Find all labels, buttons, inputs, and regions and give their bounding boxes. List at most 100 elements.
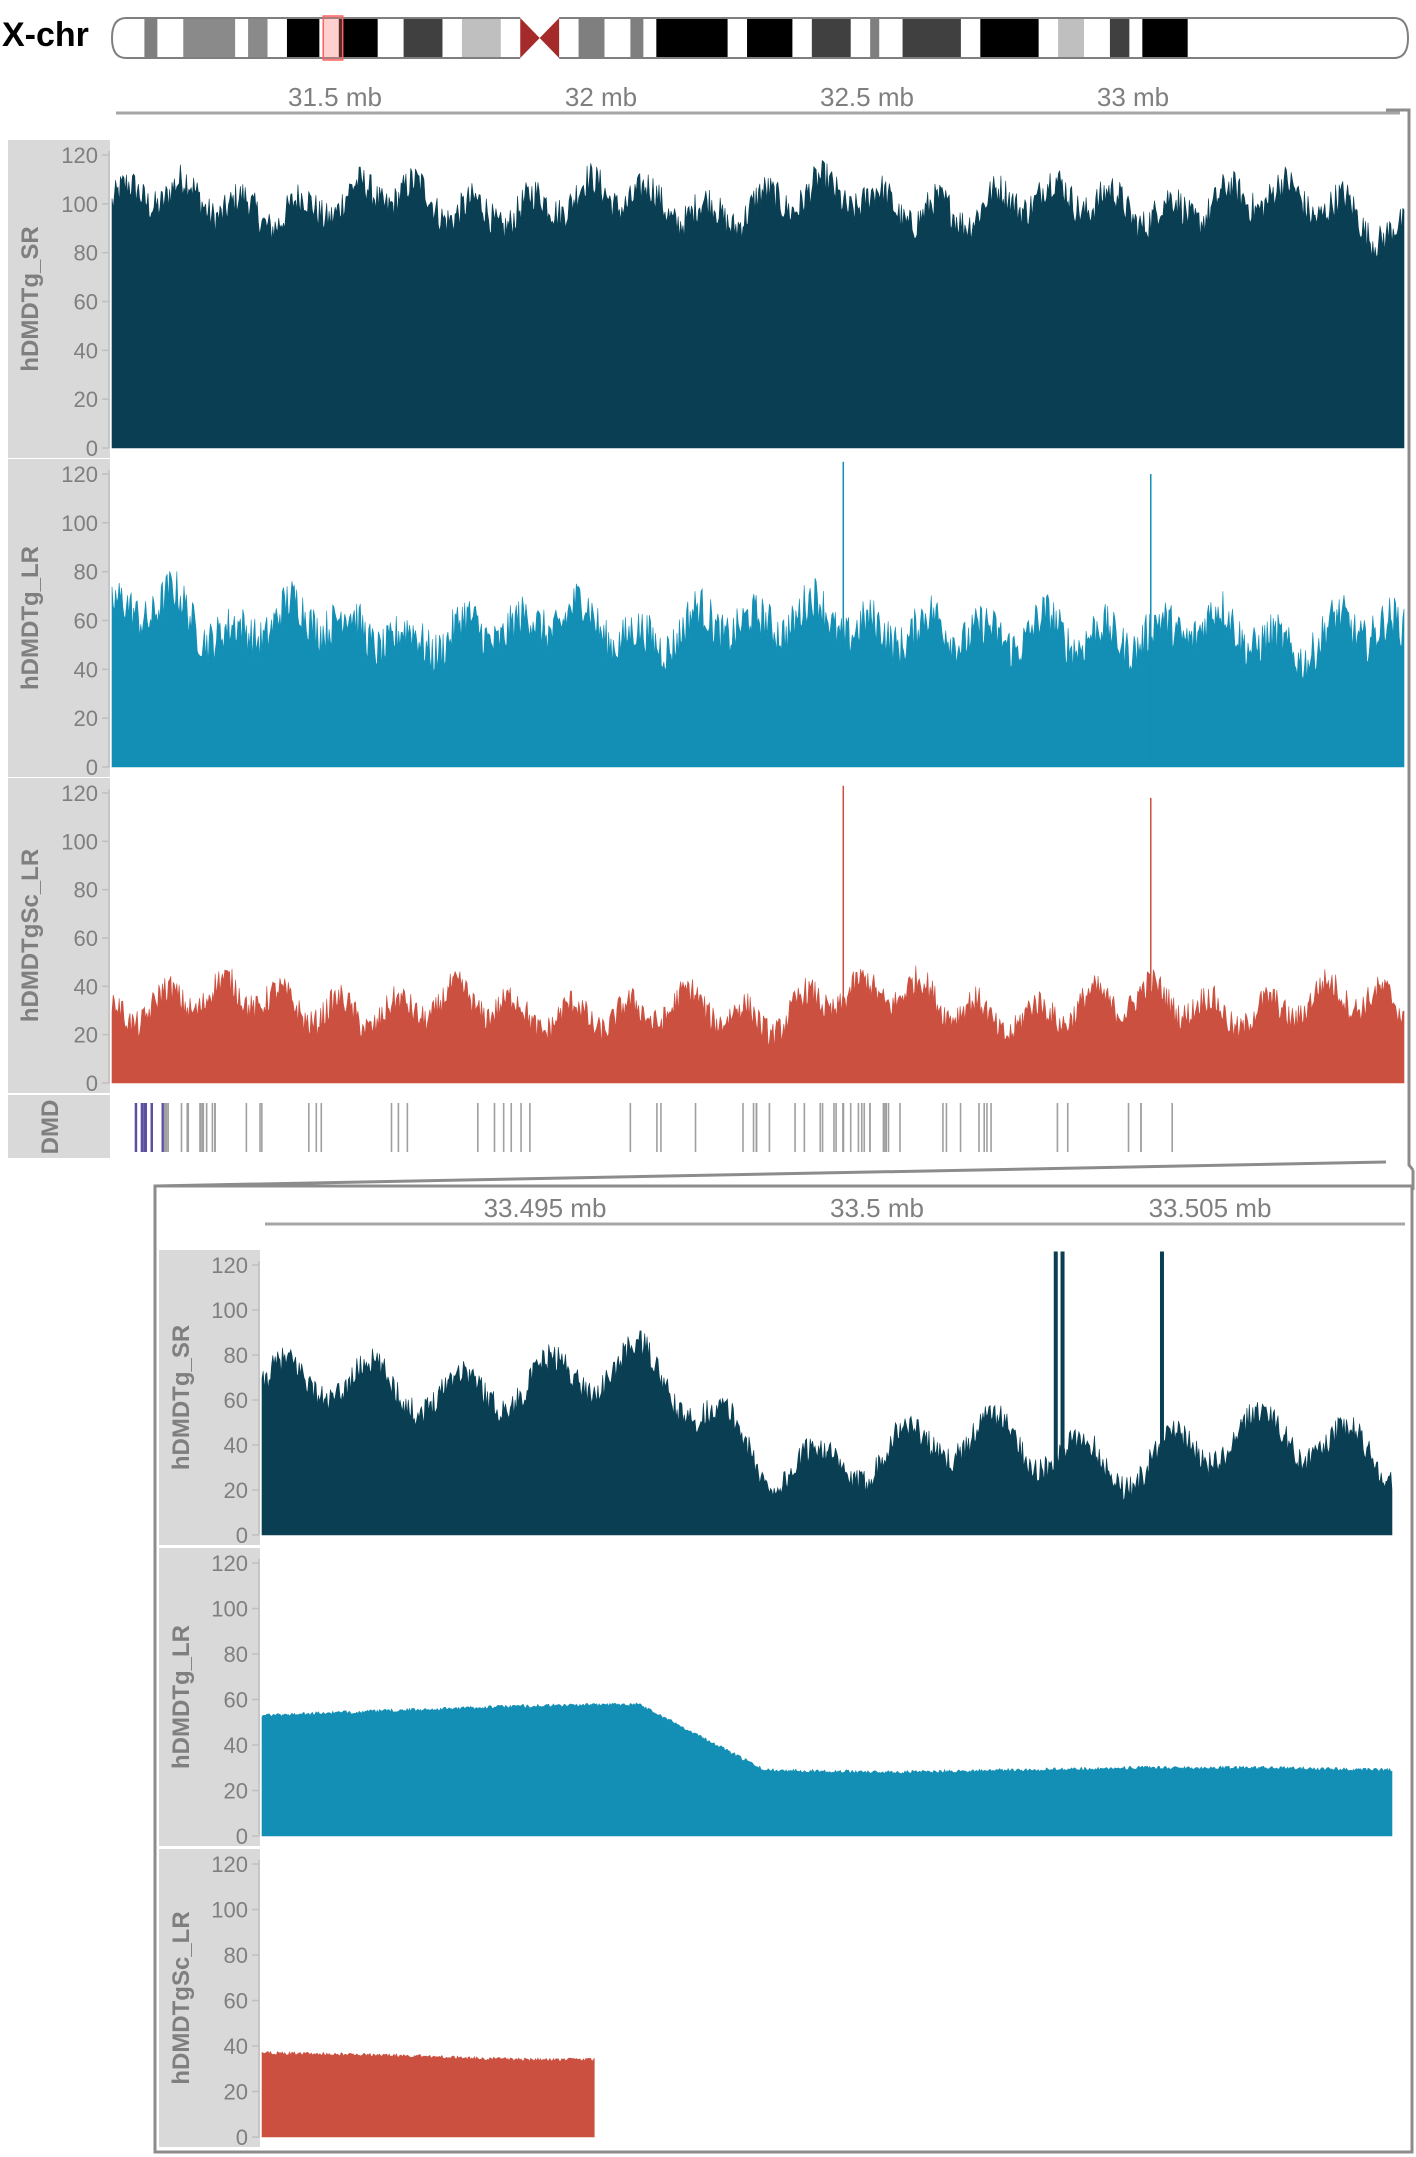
chromosome-band (1109, 18, 1130, 58)
chromosome-band (112, 18, 145, 58)
coverage-track: hDMDTg_SR 0 20 40 60 80 100 120 (159, 1250, 1393, 1548)
y-tick-label: 60 (74, 290, 98, 315)
y-tick-label: 80 (74, 241, 98, 266)
chromosome-band (461, 18, 502, 58)
chromosome-band (559, 18, 580, 58)
overview-scale-tick-label: 32 mb (565, 82, 637, 112)
overview-tracks: hDMDTg_SR 0 20 40 60 80 100 120 hDMDTg_LR 0 20 40 60… (8, 140, 1405, 1096)
track-label: hDMDTg_SR (168, 1325, 195, 1470)
y-tick-label: 60 (224, 1388, 248, 1413)
chromosome-band (403, 18, 443, 58)
chromosome-band (1084, 18, 1111, 58)
y-tick-label: 120 (61, 143, 98, 168)
y-tick-label: 60 (74, 609, 98, 634)
chromosome-band (604, 18, 631, 58)
track-label: hDMDTgSc_LR (17, 849, 44, 1022)
y-tick-label: 0 (236, 1824, 248, 1849)
chromosome-band (248, 18, 269, 58)
chromosome-band (286, 18, 320, 58)
chromosome-band (144, 18, 158, 58)
y-tick-label: 20 (224, 1779, 248, 1804)
y-tick-label: 0 (86, 755, 98, 780)
coverage-track: hDMDTg_LR 0 20 40 60 80 100 120 (159, 1548, 1393, 1849)
chromosome-band (500, 18, 521, 58)
overview-panel: 31.5 mb 32 mb 32.5 mb 33 mb hDMDTg_SR 0 20… (8, 82, 1405, 1158)
coverage-track: hDMDTg_SR 0 20 40 60 80 100 120 (8, 140, 1405, 461)
zoom-region-bracket (1386, 108, 1415, 1171)
chromosome-arm-outline (559, 17, 1410, 59)
y-tick-label: 120 (211, 1852, 248, 1877)
chromosome-band (902, 18, 962, 58)
y-tick-label: 40 (224, 1433, 248, 1458)
y-tick-label: 0 (86, 436, 98, 461)
chromosome-band (157, 18, 184, 58)
chromosome-band (235, 18, 249, 58)
chromosome-band (377, 18, 405, 58)
y-tick-label: 100 (211, 1298, 248, 1323)
y-tick-label: 60 (224, 1989, 248, 2014)
chromosome-band (727, 18, 748, 58)
coverage-spike (1060, 1251, 1065, 1535)
zoom-scale-tick-label: 33.5 mb (830, 1193, 924, 1223)
zoom-scale-tick-label: 33.495 mb (484, 1193, 607, 1223)
gene-track-label-bg (8, 1095, 110, 1158)
chromosome-band (267, 18, 288, 58)
y-tick-label: 60 (74, 926, 98, 951)
track-label-bg (159, 1548, 260, 1846)
chromosome-band (1038, 18, 1059, 58)
gene-track-dmd: DMD (8, 1095, 1173, 1158)
y-tick-label: 120 (61, 462, 98, 487)
y-tick-label: 100 (61, 829, 98, 854)
chromosome-band (183, 18, 236, 58)
coverage-spike (1159, 1251, 1164, 1535)
zoom-panel-frame (153, 1184, 1414, 2154)
centromere-left (520, 18, 540, 58)
y-tick-label: 100 (211, 1898, 248, 1923)
y-tick-label: 20 (224, 1478, 248, 1503)
chromosome-band (1142, 18, 1189, 58)
track-label: hDMDTg_LR (17, 546, 44, 690)
y-tick-label: 80 (224, 1642, 248, 1667)
region-highlight (322, 15, 344, 61)
coverage-track: hDMDTgSc_LR 0 20 40 60 80 100 120 (159, 1849, 595, 2150)
chromosome-band (747, 18, 793, 58)
track-label-bg (159, 1250, 260, 1545)
overview-scale-tick-label: 31.5 mb (288, 82, 382, 112)
track-label-bg (8, 140, 110, 458)
chromosome-band (338, 18, 379, 58)
y-tick-label: 120 (211, 1253, 248, 1278)
zoom-tracks: hDMDTg_SR 0 20 40 60 80 100 120 hDMDTg_LR 0 20 40 60… (159, 1250, 1393, 2150)
chromosome-band (879, 18, 904, 58)
track-label-bg (159, 1849, 260, 2147)
track-label: hDMDTg_LR (168, 1625, 195, 1769)
track-label-bg (8, 459, 110, 777)
track-label: hDMDTg_SR (17, 226, 44, 371)
y-tick-label: 20 (74, 706, 98, 731)
y-tick-label: 100 (61, 192, 98, 217)
y-tick-label: 0 (236, 2125, 248, 2150)
chromosome-band (319, 18, 340, 58)
chromosome-bands (110, 15, 1410, 61)
chromosome-band (792, 18, 813, 58)
track-label-bg (8, 778, 110, 1093)
y-tick-label: 60 (224, 1688, 248, 1713)
chromosome-band (1129, 18, 1143, 58)
y-tick-label: 80 (224, 1943, 248, 1968)
y-tick-label: 40 (224, 1733, 248, 1758)
chromosome-band (1058, 18, 1085, 58)
overview-scale-tick-label: 33 mb (1097, 82, 1169, 112)
y-tick-label: 80 (224, 1343, 248, 1368)
y-tick-label: 40 (74, 657, 98, 682)
y-tick-label: 0 (236, 1523, 248, 1548)
chromosome-ideogram: X-chr (2, 15, 1410, 61)
chromosome-label: X-chr (2, 16, 89, 54)
coverage-area (111, 965, 1405, 1084)
chromosome-band (643, 18, 657, 58)
zoom-scale-bar: 33.495 mb 33.5 mb 33.505 mb (265, 1193, 1405, 1226)
chromosome-band (442, 18, 463, 58)
overview-scale-tick-label: 32.5 mb (820, 82, 914, 112)
coverage-area (111, 571, 1405, 768)
chromosome-band (850, 18, 871, 58)
zoom-scale-tick-label: 33.505 mb (1149, 1193, 1272, 1223)
